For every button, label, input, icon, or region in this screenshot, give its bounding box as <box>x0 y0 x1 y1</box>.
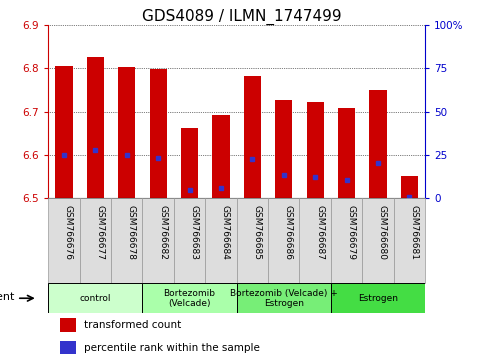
Text: GDS4089 / ILMN_1747499: GDS4089 / ILMN_1747499 <box>142 9 341 25</box>
Text: Bortezomib
(Velcade): Bortezomib (Velcade) <box>164 289 215 308</box>
FancyBboxPatch shape <box>174 198 205 283</box>
Bar <box>244 75 261 198</box>
FancyBboxPatch shape <box>111 198 142 283</box>
Text: GSM766677: GSM766677 <box>96 205 104 260</box>
Text: GSM766680: GSM766680 <box>378 205 387 260</box>
FancyBboxPatch shape <box>205 198 237 283</box>
FancyBboxPatch shape <box>299 198 331 283</box>
FancyBboxPatch shape <box>268 198 299 283</box>
Bar <box>181 127 198 198</box>
FancyBboxPatch shape <box>48 283 142 313</box>
Bar <box>87 57 104 198</box>
Text: agent: agent <box>0 292 14 302</box>
Text: Estrogen: Estrogen <box>358 294 398 303</box>
Bar <box>401 176 418 198</box>
Bar <box>369 90 386 198</box>
FancyBboxPatch shape <box>331 198 362 283</box>
FancyBboxPatch shape <box>48 198 80 283</box>
FancyBboxPatch shape <box>237 283 331 313</box>
Text: Bortezomib (Velcade) +
Estrogen: Bortezomib (Velcade) + Estrogen <box>230 289 338 308</box>
Text: GSM766686: GSM766686 <box>284 205 293 260</box>
Bar <box>56 66 72 198</box>
Text: GSM766678: GSM766678 <box>127 205 136 260</box>
Bar <box>307 102 324 198</box>
FancyBboxPatch shape <box>142 283 237 313</box>
Text: GSM766682: GSM766682 <box>158 205 167 260</box>
Bar <box>275 100 292 198</box>
FancyBboxPatch shape <box>237 198 268 283</box>
Bar <box>338 108 355 198</box>
FancyBboxPatch shape <box>142 198 174 283</box>
Text: transformed count: transformed count <box>84 320 181 330</box>
FancyBboxPatch shape <box>362 198 394 283</box>
FancyBboxPatch shape <box>331 283 425 313</box>
FancyBboxPatch shape <box>394 198 425 283</box>
Bar <box>213 115 229 198</box>
Text: GSM766685: GSM766685 <box>253 205 261 260</box>
Text: GSM766681: GSM766681 <box>410 205 418 260</box>
Text: GSM766687: GSM766687 <box>315 205 324 260</box>
Bar <box>59 318 76 332</box>
Bar <box>59 341 76 354</box>
Text: GSM766683: GSM766683 <box>189 205 199 260</box>
Text: GSM766676: GSM766676 <box>64 205 73 260</box>
Bar <box>118 67 135 198</box>
Text: control: control <box>80 294 111 303</box>
Bar <box>150 69 167 198</box>
FancyBboxPatch shape <box>80 198 111 283</box>
Text: percentile rank within the sample: percentile rank within the sample <box>84 343 259 353</box>
Text: GSM766684: GSM766684 <box>221 205 230 260</box>
Text: GSM766679: GSM766679 <box>347 205 355 260</box>
